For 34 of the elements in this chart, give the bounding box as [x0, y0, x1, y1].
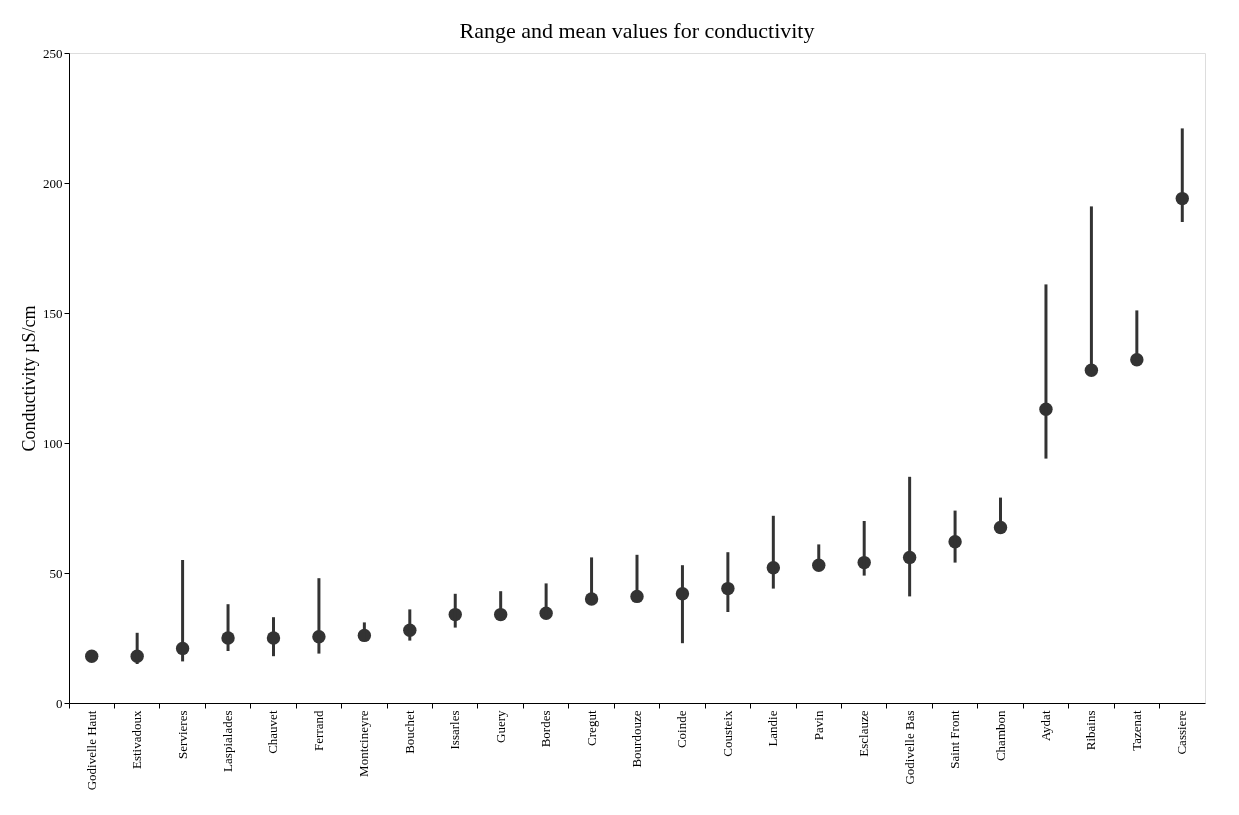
- x-tick-label: Laspialades: [220, 710, 236, 772]
- x-tick-label: Ferrand: [310, 710, 326, 751]
- x-tick-label: Aydat: [1037, 710, 1053, 742]
- x-tick-label: Saint Front: [947, 710, 963, 769]
- y-tick-label: 250: [43, 45, 63, 61]
- x-tick-label: Esclauze: [856, 710, 872, 757]
- x-tick-label: Coinde: [674, 710, 690, 749]
- y-axis-title: Conductivity µS/cm: [19, 305, 39, 452]
- x-tick-label: Cousteix: [719, 710, 735, 757]
- x-tick-label: Ribains: [1083, 710, 1099, 751]
- chart-title: Range and mean values for conductivity: [459, 18, 815, 43]
- y-tick-label: 0: [56, 695, 63, 711]
- x-tick-label: Chauvet: [265, 710, 281, 754]
- x-tick-label: Bourdouze: [629, 710, 644, 768]
- x-tick-label: Servieres: [174, 710, 190, 759]
- x-tick-label: Chambon: [992, 710, 1008, 762]
- x-tick-label: Godivelle Haut: [83, 710, 99, 791]
- x-tick-label: Tazenat: [1128, 710, 1144, 751]
- x-tick-label: Bouchet: [401, 710, 417, 754]
- y-tick-label: 50: [49, 565, 63, 581]
- x-tick-label: Cregut: [583, 710, 599, 746]
- x-tick-label: Godivelle Bas: [901, 710, 917, 785]
- point: [85, 649, 99, 663]
- x-tick-label: Landie: [765, 710, 781, 747]
- x-tick-label: Pavin: [810, 710, 826, 741]
- x-tick-label: Estivadoux: [129, 710, 145, 769]
- y-tick-label: 100: [43, 435, 63, 451]
- x-tick-label: Bordes: [538, 710, 554, 748]
- x-tick-label: Guery: [492, 710, 508, 743]
- y-tick-label: 150: [43, 305, 63, 321]
- x-tick-label: Montcineyre: [356, 710, 372, 777]
- x-tick-label: Cassiere: [1174, 710, 1190, 755]
- y-tick-label: 200: [43, 175, 63, 191]
- x-tick-label: Issarles: [447, 710, 463, 750]
